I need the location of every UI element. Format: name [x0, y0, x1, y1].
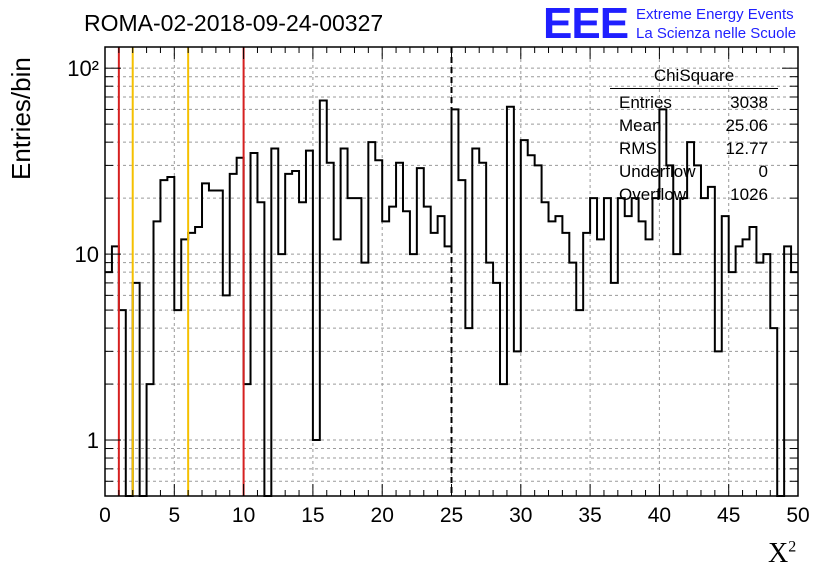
stats-value: 25.06 [725, 116, 768, 135]
stats-row: Overflow 1026 [610, 183, 778, 206]
stats-value: 3038 [730, 93, 768, 112]
brand-line-2: La Scienza nelle Scuole [636, 25, 797, 42]
chart-title: ROMA-02-2018-09-24-00327 [84, 10, 384, 36]
x-tick-label: 10 [232, 504, 255, 527]
x-tick-label: 20 [371, 504, 394, 527]
y-tick-label: 10² [67, 56, 99, 81]
stats-value: 1026 [730, 185, 768, 204]
x-tick-label: 25 [440, 504, 463, 527]
stats-row: RMS 12.77 [610, 137, 778, 160]
x-tick-label: 0 [99, 504, 111, 527]
stats-row: Entries 3038 [610, 91, 778, 114]
eee-brand: EEE Extreme Energy Events La Scienza nel… [543, 2, 796, 48]
y-tick-label: 1 [87, 428, 99, 453]
stats-label: RMS [619, 139, 657, 158]
x-tick-label: 45 [717, 504, 740, 527]
brand-line-1: Extreme Energy Events [636, 6, 794, 23]
stats-label: Entries [619, 93, 672, 112]
x-tick-label: 50 [786, 504, 809, 527]
x-tick-label: 35 [578, 504, 601, 527]
x-axis-label: X2 [768, 538, 797, 569]
stats-value: 0 [758, 162, 768, 181]
eee-logo: EEE [543, 0, 629, 48]
x-tick-label: 15 [301, 504, 324, 527]
stats-title: ChiSquare [610, 66, 778, 89]
stats-box: ChiSquare Entries 3038 Mean 25.06 RMS 12.77… [610, 66, 778, 206]
stats-label: Mean [619, 116, 662, 135]
stats-label: Underflow [619, 162, 696, 181]
stats-row: Underflow 0 [610, 160, 778, 183]
stats-label: Overflow [619, 185, 687, 204]
stats-value: 12.77 [725, 139, 768, 158]
x-tick-label: 30 [509, 504, 532, 527]
histogram-series [105, 99, 798, 497]
stats-row: Mean 25.06 [610, 114, 778, 137]
x-tick-label: 5 [168, 504, 180, 527]
x-tick-label: 40 [648, 504, 671, 527]
y-tick-label: 10 [75, 242, 99, 267]
